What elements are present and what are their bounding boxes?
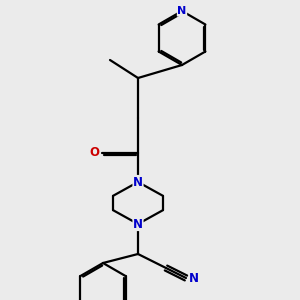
Text: N: N bbox=[133, 176, 143, 188]
Text: N: N bbox=[177, 6, 187, 16]
Text: N: N bbox=[189, 272, 199, 284]
Text: N: N bbox=[133, 218, 143, 230]
Text: O: O bbox=[89, 146, 99, 160]
